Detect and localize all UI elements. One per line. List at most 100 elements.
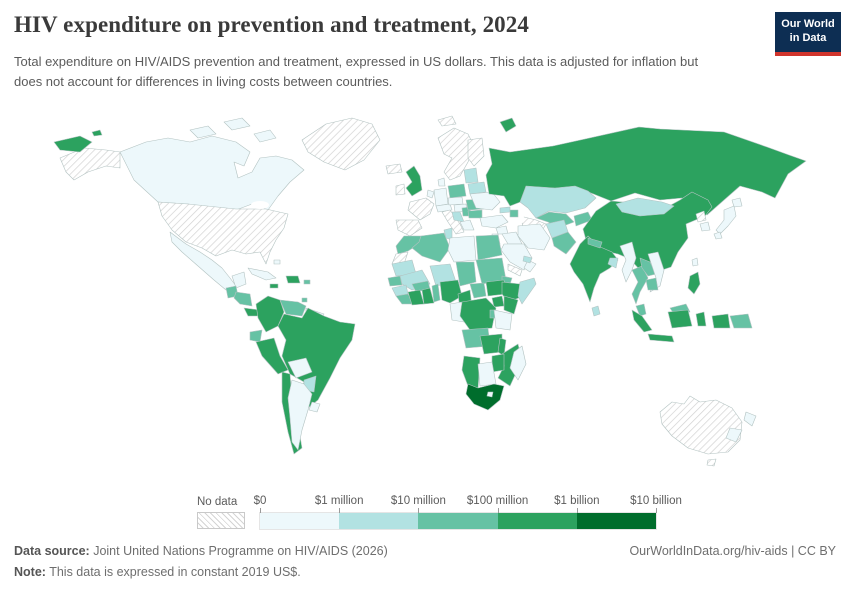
country-iran[interactable] [517,223,551,251]
country-benelux[interactable] [426,189,435,199]
country-iceland[interactable] [385,163,403,175]
country-cuba[interactable] [247,267,277,281]
country-greece[interactable] [459,219,475,231]
country-bangladesh[interactable] [607,257,619,269]
country-ukraine[interactable] [469,191,501,211]
country-puerto-rico[interactable] [303,279,311,285]
country-new-zealand-north[interactable] [743,411,757,427]
country-mexico-yucatan[interactable] [231,271,247,289]
country-new-zealand-south[interactable] [725,427,743,443]
country-bolivia[interactable] [287,357,313,379]
country-chad[interactable] [455,261,477,287]
country-mongolia[interactable] [615,197,675,217]
country-belarus[interactable] [467,181,487,195]
country-nigeria[interactable] [439,279,463,304]
country-finland[interactable] [467,137,485,167]
country-trinidad[interactable] [301,297,308,303]
owid-license-link[interactable]: OurWorldInData.org/hiv-aids | CC BY [629,544,836,558]
country-united-kingdom[interactable] [405,165,423,197]
country-australia-tasmania[interactable] [706,458,717,467]
legend-bin[interactable] [339,513,419,529]
country-svalbard[interactable] [437,115,457,127]
country-poland[interactable] [447,183,467,199]
country-japan-kyushu[interactable] [713,231,723,240]
country-indonesia-papua[interactable] [711,313,731,329]
country-oman[interactable] [523,259,537,273]
country-malaysia[interactable] [635,303,647,317]
country-madagascar[interactable] [509,345,527,381]
owid-logo[interactable]: Our World in Data [775,12,841,56]
country-bulgaria[interactable] [467,209,483,219]
country-indonesia-java[interactable] [647,333,675,343]
country-georgia[interactable] [499,206,511,214]
country-zimbabwe[interactable] [491,353,505,373]
country-sri-lanka[interactable] [591,305,601,317]
country-canada-arctic-a[interactable] [189,125,217,139]
country-greenland[interactable] [301,117,381,171]
country-france[interactable] [407,197,435,221]
country-uruguay[interactable] [308,401,321,413]
legend-no-data-swatch[interactable] [197,512,245,529]
country-switzerland-austria[interactable] [435,203,453,213]
country-tanzania[interactable] [493,309,513,331]
country-honduras-nicaragua[interactable] [233,291,253,307]
country-myanmar[interactable] [619,241,637,283]
country-somalia[interactable] [517,277,537,305]
country-brazil[interactable] [277,307,356,409]
country-indonesia-sumatra[interactable] [631,309,653,333]
country-bahamas[interactable] [273,259,281,265]
country-australia[interactable] [659,395,743,455]
country-senegal[interactable] [387,275,403,287]
country-indonesia-sulawesi[interactable] [695,311,707,327]
country-laos[interactable] [639,257,657,277]
country-canada-arctic-b[interactable] [223,117,251,131]
country-usa[interactable] [157,201,289,265]
country-denmark[interactable] [437,177,446,187]
country-russia-novaya-zemlya[interactable] [499,117,517,133]
country-lesotho[interactable] [486,391,494,398]
country-japan-honshu[interactable] [715,205,737,235]
country-russia-chukotka[interactable] [53,135,93,153]
country-philippines[interactable] [687,271,701,295]
country-argentina[interactable] [287,379,313,451]
country-colombia[interactable] [255,295,285,333]
country-yemen[interactable] [507,263,523,277]
country-uganda[interactable] [491,295,505,308]
country-canada[interactable] [119,135,305,211]
country-azerbaijan[interactable] [509,209,519,218]
country-taiwan[interactable] [691,257,699,267]
country-alaska[interactable] [59,147,121,181]
country-baltics[interactable] [463,167,479,184]
country-kenya[interactable] [503,295,519,315]
country-canada-arctic-c[interactable] [253,129,277,143]
country-libya[interactable] [447,235,477,263]
country-spain-portugal[interactable] [395,219,423,237]
country-russia-wrangel[interactable] [91,129,103,137]
country-ireland[interactable] [395,183,406,196]
country-algeria[interactable] [411,232,451,263]
country-cambodia[interactable] [645,277,659,291]
country-uae[interactable] [522,255,533,264]
country-india[interactable] [569,235,619,303]
legend-no-data[interactable]: No data [197,496,245,529]
country-germany[interactable] [433,187,449,207]
country-japan-hokkaido[interactable] [731,197,743,208]
country-papua-new-guinea[interactable] [729,313,753,329]
legend-bin[interactable] [576,513,657,529]
country-ghana[interactable] [421,287,435,305]
country-south-africa[interactable] [465,383,505,411]
country-nepal[interactable] [587,237,603,249]
country-botswana[interactable] [477,361,497,387]
country-hispaniola[interactable] [285,275,301,284]
country-czechia-slovakia[interactable] [447,196,464,206]
legend-bin[interactable] [260,513,340,529]
country-central-african-republic[interactable] [469,282,487,299]
country-drc[interactable] [459,297,497,331]
country-togo-benin[interactable] [431,283,441,303]
country-turkey[interactable] [479,214,509,229]
country-jamaica[interactable] [269,283,279,289]
country-south-korea[interactable] [699,221,711,232]
country-venezuela[interactable] [279,299,307,317]
country-pakistan[interactable] [551,231,577,255]
country-kazakhstan[interactable] [519,185,597,219]
